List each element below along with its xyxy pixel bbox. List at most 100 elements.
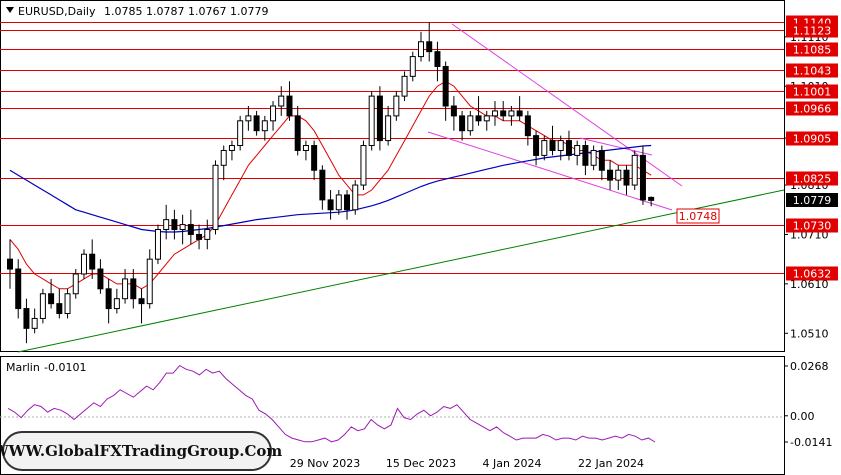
candle	[56, 288, 63, 319]
indicator-tick-label: 0.0268	[790, 360, 829, 373]
candle	[500, 101, 507, 121]
candle	[237, 115, 244, 151]
watermark-inner	[4, 433, 270, 469]
candle	[426, 22, 433, 62]
bull-candle-body	[393, 95, 400, 117]
candle	[335, 189, 342, 215]
candle	[7, 239, 13, 289]
candle	[648, 196, 655, 207]
candle	[302, 140, 309, 161]
bull-candle-body	[64, 293, 71, 315]
bull-candle-body	[179, 224, 186, 231]
bear-candle-body	[171, 219, 178, 231]
bear-candle-body	[89, 253, 96, 270]
candle	[245, 105, 252, 131]
candle	[196, 224, 203, 250]
bull-candle-body	[491, 110, 498, 117]
bear-candle-body	[533, 135, 540, 156]
bear-candle-body	[639, 154, 646, 201]
candle	[146, 249, 153, 309]
high-value: 1.0787	[146, 5, 185, 18]
bull-candle-body	[146, 258, 153, 305]
bull-candle-body	[80, 253, 87, 275]
candle	[639, 145, 646, 205]
bull-candle-body	[409, 56, 416, 77]
level-tag: 1.1123	[793, 25, 832, 38]
level-tag-bg	[786, 42, 838, 57]
green-uptrend-line	[17, 189, 785, 353]
bull-candle-body	[113, 298, 120, 310]
bear-candle-body	[15, 268, 22, 310]
candle	[574, 140, 581, 166]
level-tag: 1.1001	[793, 86, 832, 99]
indicator-tick-label: -0.0141	[790, 436, 832, 449]
bear-candle-body	[56, 303, 63, 315]
bear-candle-body	[516, 110, 523, 117]
bull-candle-body	[163, 219, 170, 231]
candle	[253, 110, 260, 136]
candle	[23, 298, 30, 344]
candle	[401, 71, 408, 102]
bear-candle-body	[97, 268, 104, 290]
candle	[220, 145, 227, 181]
horizontal-levels	[0, 22, 784, 274]
candle	[64, 288, 71, 319]
bear-candle-body	[187, 224, 194, 235]
bull-candle-body	[615, 169, 622, 181]
candle	[565, 130, 572, 161]
bear-candle-body	[253, 115, 260, 132]
candle	[130, 269, 137, 309]
price-annotation-box	[676, 208, 720, 224]
last-price-tag-bg	[786, 193, 838, 207]
level-tag-bg	[786, 84, 838, 99]
bear-candle-body	[7, 258, 13, 270]
candle	[344, 189, 351, 220]
time-tick-label: 29 Nov 2023	[290, 457, 360, 470]
candle	[187, 209, 194, 245]
candle	[179, 214, 186, 245]
candle	[533, 130, 540, 166]
candle	[15, 259, 22, 319]
candle	[582, 140, 589, 176]
bull-candle-body	[360, 145, 367, 186]
candle	[311, 140, 318, 181]
bear-candle-body	[500, 110, 507, 117]
bear-candle-body	[434, 51, 441, 67]
bear-candle-body	[442, 65, 449, 107]
level-tag-bg	[786, 218, 838, 233]
candle	[212, 160, 219, 235]
candle	[418, 31, 424, 62]
indicator-value: -0.0101	[44, 361, 86, 374]
indicator-tick-label: 0.00	[790, 410, 815, 423]
bull-candle-body	[418, 41, 424, 58]
candle	[72, 269, 79, 299]
level-tag: 1.0905	[793, 133, 832, 146]
bull-candle-body	[368, 95, 375, 147]
level-tag: 1.0825	[793, 173, 832, 186]
candle	[475, 96, 482, 126]
bull-candle-body	[631, 154, 638, 186]
price-tick-label: 1.0610	[790, 278, 829, 291]
bear-candle-body	[475, 115, 482, 122]
candle	[105, 278, 112, 324]
dropdown-triangle-icon[interactable]	[6, 7, 14, 13]
candle	[122, 269, 129, 304]
bear-candle-body	[327, 199, 334, 211]
candle	[385, 105, 392, 146]
candle	[163, 204, 170, 240]
bull-candle-body	[302, 145, 309, 151]
bull-candle-body	[541, 140, 548, 156]
candle	[327, 189, 334, 220]
candle	[368, 91, 375, 151]
bear-candle-body	[319, 169, 326, 201]
candle	[491, 101, 498, 126]
candle	[467, 110, 474, 136]
bear-candle-body	[582, 145, 589, 166]
magenta-lower-channel-line	[427, 131, 673, 211]
bear-candle-body	[565, 140, 572, 156]
bear-candle-body	[294, 115, 301, 151]
bear-candle-body	[23, 308, 30, 329]
marlin-line	[7, 364, 656, 443]
bull-candle-body	[278, 95, 285, 107]
level-tag: 1.1043	[793, 65, 832, 78]
